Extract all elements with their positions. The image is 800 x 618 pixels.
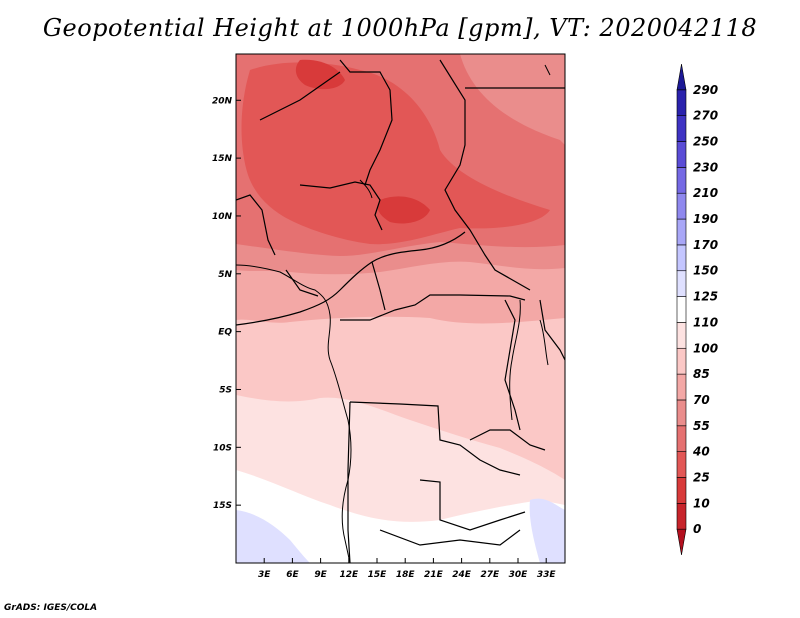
x-tick-label: 21E <box>424 570 444 580</box>
colorbar-swatch <box>676 89 687 116</box>
colorbar-label: 70 <box>693 393 710 407</box>
x-tick-label: 24E <box>452 570 472 580</box>
x-tick-label: 12E <box>339 570 359 580</box>
height-field <box>236 54 565 563</box>
coastlines <box>236 64 551 563</box>
colorbar-label: 125 <box>693 290 718 304</box>
colorbar-swatch <box>676 373 687 401</box>
chart-title: Geopotential Height at 1000hPa [gpm], VT… <box>42 14 758 42</box>
colorbar-label: 230 <box>693 160 718 174</box>
x-tick-label: 27E <box>480 570 500 580</box>
colorbar-swatch <box>676 192 687 220</box>
colorbar-label: 100 <box>693 341 718 355</box>
y-tick-label: 15N <box>212 154 233 164</box>
contour-25b <box>377 196 430 224</box>
colorbar-swatch <box>676 141 687 168</box>
colorbar-label: 25 <box>693 470 710 484</box>
y-tick-label: 10N <box>212 212 233 222</box>
country-borders <box>236 59 565 563</box>
colorbar-swatch <box>676 451 687 478</box>
colorbar-label: 190 <box>693 212 718 226</box>
colorbar-label: 55 <box>693 419 710 433</box>
colorbar-label: 250 <box>693 135 718 149</box>
y-tick-label: 15S <box>213 501 232 511</box>
colorbar-swatch <box>676 63 687 91</box>
colorbar-label: 110 <box>693 315 718 329</box>
colorbar-swatch <box>676 399 687 427</box>
contour-110 <box>236 470 565 563</box>
y-tick-label: EQ <box>218 328 232 338</box>
y-tick-label: 5N <box>218 270 232 280</box>
colorbar-swatch <box>676 477 687 504</box>
colorbar-label: 210 <box>693 186 718 200</box>
grads-credit: GrADS: IGES/COLA <box>4 603 98 613</box>
colorbar-swatch <box>676 347 687 375</box>
colorbar-label: 40 <box>692 445 710 459</box>
colorbar-swatch <box>676 270 687 297</box>
colorbar-swatch <box>676 425 687 452</box>
colorbar-swatch <box>676 218 687 246</box>
map-frame <box>235 53 566 564</box>
colorbar-swatch <box>676 115 687 142</box>
y-tick-label: 5S <box>219 385 232 395</box>
x-tick-label: 6E <box>286 570 299 580</box>
colorbar-swatch <box>676 322 687 349</box>
colorbar-swatch <box>676 167 687 194</box>
x-tick-label: 9E <box>314 570 327 580</box>
colorbar-swatch <box>676 503 687 530</box>
colorbar-label: 0 <box>693 522 701 536</box>
colorbar-label: 150 <box>693 264 718 278</box>
colorbar-swatch <box>676 528 687 556</box>
x-tick-label: 30E <box>509 570 529 580</box>
x-tick-label: 18E <box>396 570 416 580</box>
contour-125-west <box>236 510 310 563</box>
colorbar-label: 290 <box>693 83 718 97</box>
contour-25 <box>295 59 345 90</box>
colorbar-label: 270 <box>693 109 718 123</box>
colorbar-label: 170 <box>693 238 718 252</box>
colorbar-label: 85 <box>693 367 710 381</box>
x-axis: 3E 6E 9E 12E 15E 18E 21E 24E 27E 30E 33E <box>258 558 556 580</box>
y-tick-label: 10S <box>213 443 232 453</box>
colorbar-swatch <box>676 296 687 323</box>
contour-40 <box>241 62 550 245</box>
y-axis: 20N 15N 10N 5N EQ 5S 10S 15S <box>212 96 241 511</box>
contour-125-east <box>529 498 565 563</box>
x-tick-label: 15E <box>368 570 388 580</box>
x-tick-label: 33E <box>537 570 557 580</box>
colorbar-label: 10 <box>693 496 710 510</box>
colorbar-swatch <box>676 244 687 272</box>
y-tick-label: 20N <box>212 96 233 106</box>
x-tick-label: 3E <box>258 570 271 580</box>
